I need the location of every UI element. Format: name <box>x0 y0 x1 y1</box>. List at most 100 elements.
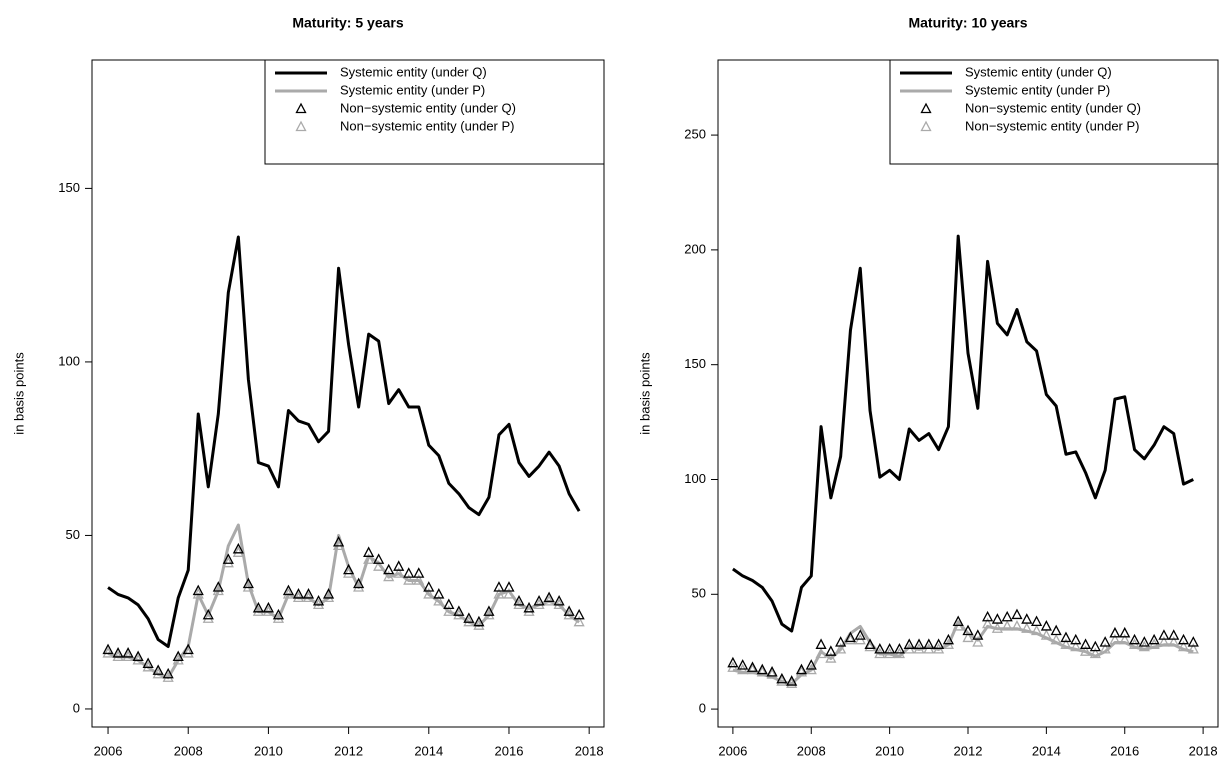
triangle-marker <box>553 594 565 606</box>
triangle-marker <box>776 675 788 686</box>
triangle-marker <box>923 638 935 649</box>
triangle-marker <box>322 588 335 599</box>
triangle-marker <box>844 631 857 643</box>
triangle-marker <box>503 588 515 599</box>
triangle-marker <box>1158 636 1170 647</box>
triangle-marker <box>533 594 545 606</box>
triangle-marker <box>795 665 808 677</box>
triangle-marker <box>473 615 485 627</box>
triangle-marker <box>1109 633 1121 645</box>
triangle-marker <box>825 645 837 656</box>
triangle-marker <box>212 581 224 592</box>
triangle-marker <box>982 610 994 622</box>
triangle-marker <box>766 665 778 677</box>
triangle-marker <box>383 570 395 582</box>
triangle-marker <box>1070 633 1082 645</box>
triangle-marker <box>102 647 114 658</box>
triangle-marker <box>393 567 405 578</box>
triangle-marker <box>523 605 535 616</box>
x-tick-label: 2006 <box>94 743 123 758</box>
triangle-marker <box>262 601 274 613</box>
x-tick-label: 2010 <box>875 743 904 758</box>
y-tick-label: 150 <box>58 180 80 195</box>
triangle-marker <box>913 638 925 649</box>
triangle-marker <box>403 574 415 585</box>
triangle-marker <box>815 647 827 659</box>
triangle-marker <box>312 594 325 606</box>
triangle-marker <box>727 656 739 668</box>
triangle-marker <box>1099 643 1111 654</box>
triangle-marker <box>563 605 575 616</box>
triangle-marker <box>453 608 465 620</box>
triangle-marker <box>172 650 184 662</box>
triangle-marker <box>1060 631 1072 643</box>
triangle-marker <box>413 574 425 585</box>
triangle-marker <box>766 668 778 679</box>
y-tick-label: 100 <box>684 471 706 486</box>
triangle-marker <box>433 594 445 606</box>
triangle-marker <box>282 584 295 596</box>
triangle-marker <box>942 633 954 645</box>
x-tick-label: 2014 <box>1032 743 1061 758</box>
triangle-marker <box>1119 626 1131 638</box>
triangle-marker <box>272 612 285 623</box>
x-tick-label: 2018 <box>1189 743 1218 758</box>
x-tick-label: 2010 <box>254 743 283 758</box>
triangle-marker <box>1011 620 1023 631</box>
triangle-marker <box>513 598 525 609</box>
y-axis-label: in basis points <box>637 352 652 435</box>
legend-label: Non−systemic entity (under Q) <box>965 100 1141 115</box>
triangle-marker <box>1168 636 1180 647</box>
triangle-marker <box>423 581 435 592</box>
triangle-marker <box>122 647 134 658</box>
legend-label: Systemic entity (under Q) <box>340 64 487 79</box>
triangle-marker <box>483 605 495 616</box>
triangle-marker <box>142 657 154 668</box>
y-tick-label: 0 <box>699 701 706 716</box>
triangle-marker <box>152 667 164 679</box>
triangle-marker <box>553 598 565 609</box>
triangle-marker <box>786 675 798 686</box>
triangle-marker <box>1011 608 1023 620</box>
triangle-marker <box>844 633 857 645</box>
triangle-marker <box>523 601 535 613</box>
x-tick-label: 2006 <box>718 743 747 758</box>
triangle-marker <box>212 584 224 596</box>
triangle-marker <box>172 653 184 665</box>
x-tick-label: 2008 <box>174 743 203 758</box>
triangle-marker <box>132 650 144 662</box>
triangle-marker <box>403 567 415 578</box>
triangle-marker <box>222 556 234 568</box>
triangle-marker <box>864 640 876 652</box>
triangle-marker <box>972 629 984 640</box>
triangle-marker <box>463 612 475 623</box>
triangle-marker <box>262 605 274 616</box>
triangle-marker <box>573 615 585 627</box>
triangle-marker <box>162 671 174 682</box>
triangle-marker <box>373 560 385 571</box>
triangle-marker <box>343 567 355 578</box>
triangle-marker <box>513 594 525 606</box>
triangle-marker <box>1148 633 1160 645</box>
triangle-marker <box>1060 638 1072 649</box>
triangle-marker <box>884 643 896 654</box>
triangle-marker <box>1138 636 1150 647</box>
triangle-marker <box>152 664 164 675</box>
triangle-marker <box>1119 633 1131 645</box>
triangle-marker <box>563 608 575 620</box>
triangle-marker <box>493 588 505 599</box>
triangle-marker <box>393 560 405 571</box>
triangle-marker <box>282 588 295 599</box>
triangle-marker <box>991 613 1003 624</box>
triangle-marker <box>962 624 974 636</box>
triangle-marker <box>1040 620 1052 631</box>
triangle-marker <box>132 653 144 665</box>
triangle-marker <box>453 605 465 616</box>
triangle-marker <box>252 605 264 616</box>
triangle-marker <box>952 615 964 626</box>
triangle-marker <box>1021 622 1033 633</box>
triangle-marker <box>373 553 385 564</box>
y-tick-label: 150 <box>684 356 706 371</box>
triangle-marker <box>1109 626 1121 638</box>
